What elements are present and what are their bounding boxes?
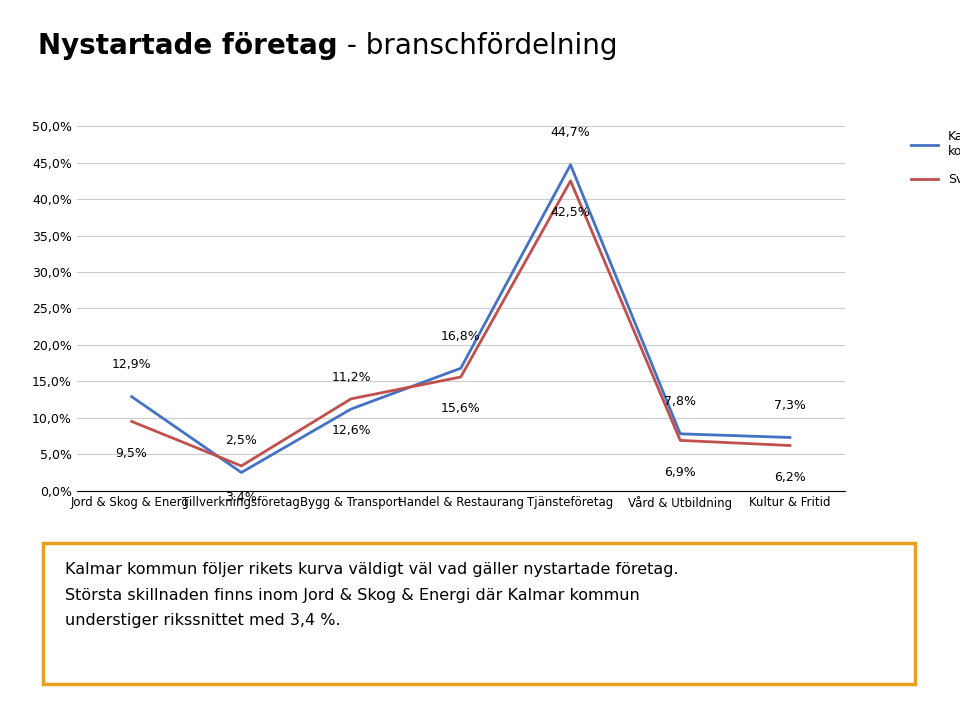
Text: 44,7%: 44,7% (551, 126, 590, 139)
Text: - branschfördelning: - branschfördelning (338, 32, 617, 60)
Text: 12,6%: 12,6% (331, 424, 371, 437)
Legend: Kalmar
kommun, Sverige: Kalmar kommun, Sverige (905, 125, 960, 191)
Text: 3,4%: 3,4% (226, 491, 257, 505)
Text: 6,2%: 6,2% (774, 471, 805, 484)
Text: Kalmar kommun följer rikets kurva väldigt väl vad gäller nystartade företag.
Stö: Kalmar kommun följer rikets kurva väldig… (65, 562, 679, 629)
Text: 12,9%: 12,9% (112, 358, 152, 371)
Text: 2,5%: 2,5% (226, 434, 257, 447)
Text: 7,3%: 7,3% (774, 399, 805, 412)
FancyBboxPatch shape (43, 543, 916, 684)
Text: 42,5%: 42,5% (551, 206, 590, 219)
Text: 6,9%: 6,9% (664, 466, 696, 479)
Text: 9,5%: 9,5% (116, 447, 148, 460)
Text: 11,2%: 11,2% (331, 371, 371, 383)
Text: 7,8%: 7,8% (664, 395, 696, 408)
Text: 16,8%: 16,8% (441, 329, 481, 343)
Text: Nystartade företag: Nystartade företag (38, 32, 338, 60)
Text: 15,6%: 15,6% (441, 402, 481, 416)
